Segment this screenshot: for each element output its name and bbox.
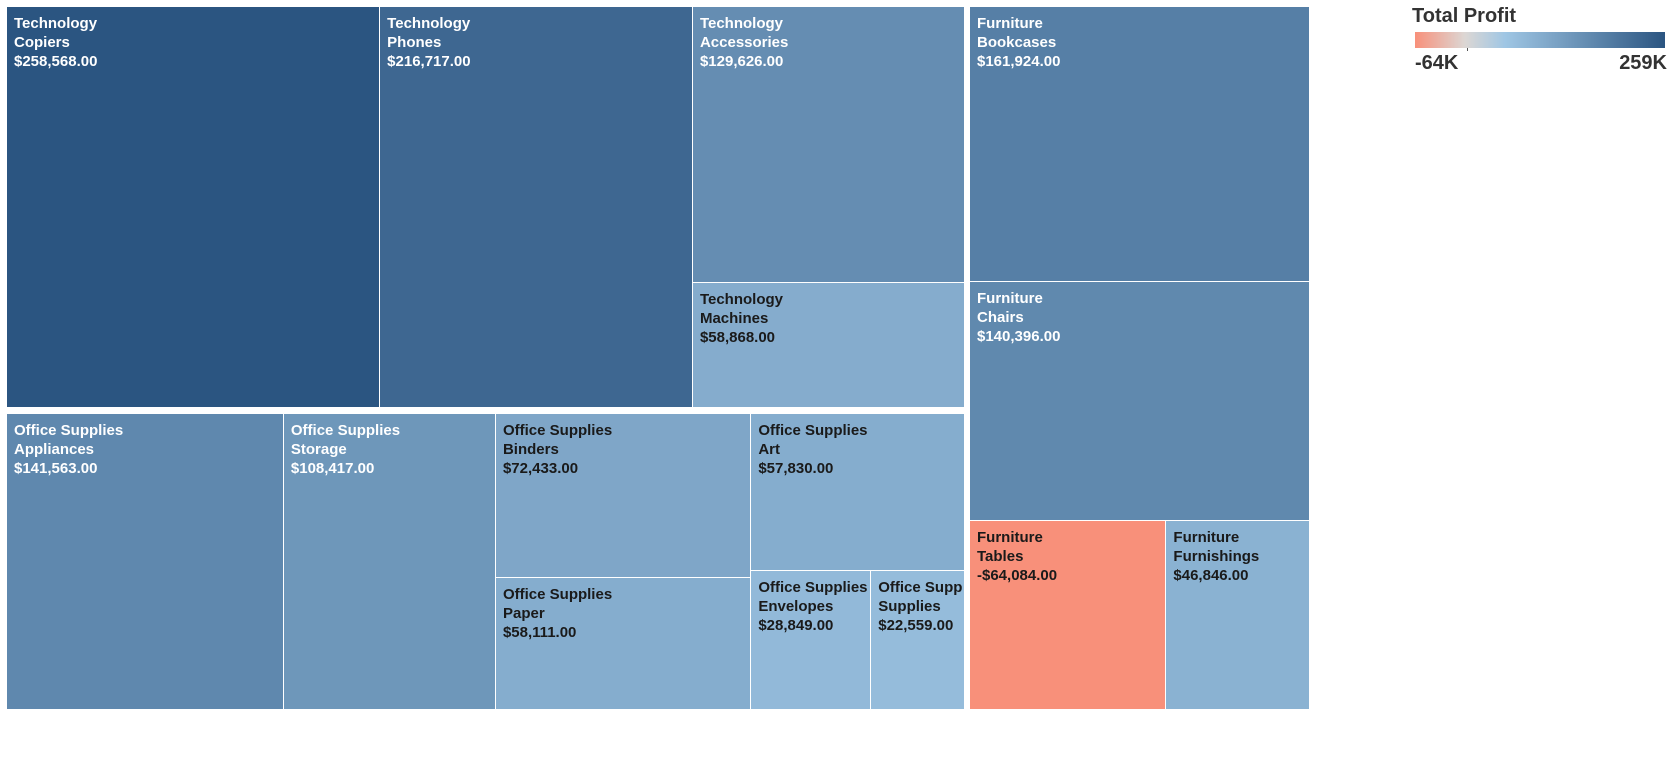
tile-value: $129,626.00: [699, 53, 784, 70]
tile-value: $22,559.00: [878, 616, 954, 634]
tile-value: $141,563.00: [14, 460, 98, 477]
tile-value: $161,924.00: [977, 53, 1061, 70]
legend-max-label: 259K: [1619, 52, 1667, 74]
treemap-tile-phones[interactable]: Technology Phones $216,717.00: [380, 7, 693, 408]
tile-category: Technology: [387, 15, 471, 32]
tile-value: $57,830.00: [758, 460, 834, 477]
tile-value: -$64,084.00: [977, 567, 1058, 585]
tile-subcategory: Chairs: [977, 309, 1024, 327]
tile-value: $46,846.00: [1173, 567, 1249, 585]
tile-category: Office Supplies: [758, 422, 868, 439]
treemap-tile-storage[interactable]: Office Supplies Storage $108,417.00: [283, 414, 496, 710]
legend-gradient-bar: [1415, 32, 1665, 48]
tile-label: Office Supplies Binders $72,433.00: [503, 421, 748, 478]
tile-subcategory: Phones: [387, 34, 442, 51]
tile-category: Technology: [699, 15, 784, 32]
tile-label: Office Supplies Paper $58,111.00: [503, 585, 748, 642]
tile-category: Furniture: [977, 290, 1043, 308]
tile-label: Furniture Chairs $140,396.00: [977, 289, 1307, 346]
treemap-tile-copiers[interactable]: Technology Copiers $258,568.00: [7, 7, 381, 408]
tile-category: Furniture: [977, 529, 1043, 547]
legend-zero-tick: [1467, 48, 1468, 51]
tile-value: $140,396.00: [977, 328, 1061, 346]
tile-value: $28,849.00: [758, 616, 834, 634]
tile-label: Office Supplies Art $57,830.00: [758, 421, 962, 478]
tile-label: Technology Copiers $258,568.00: [14, 14, 377, 71]
tile-label: Office Supplies Storage $108,417.00: [291, 421, 493, 478]
treemap-tile-supplies[interactable]: Office SuppliesSupplies$22,559.00: [871, 570, 965, 710]
color-legend: Total Profit -64K 259K: [1412, 4, 1667, 74]
tile-value: $58,868.00: [699, 328, 776, 346]
treemap-tile-paper[interactable]: Office Supplies Paper $58,111.00: [495, 578, 752, 710]
tile-value: $216,717.00: [387, 53, 471, 70]
tile-label: Technology Accessories $129,626.00: [700, 14, 962, 71]
tile-category: Furniture: [977, 15, 1043, 32]
treemap-tile-appliances[interactable]: Office Supplies Appliances $141,563.00: [7, 414, 284, 710]
tile-category: Office Supplies: [502, 422, 613, 439]
tile-label: Office Supplies Envelopes $28,849.00: [758, 578, 868, 635]
tile-category: Furniture: [1173, 529, 1240, 547]
tile-value: $72,433.00: [502, 460, 579, 477]
tile-category: Office Supplies: [758, 578, 868, 596]
treemap-tile-machines[interactable]: Technology Machines $58,868.00: [692, 282, 965, 408]
treemap-tile-binders[interactable]: Office Supplies Binders $72,433.00: [495, 414, 752, 579]
treemap-tile-chairs[interactable]: Furniture Chairs $140,396.00: [970, 282, 1310, 522]
treemap-tile-accessories[interactable]: Technology Accessories $129,626.00: [692, 7, 965, 283]
tile-category: Office Supplies: [14, 422, 124, 439]
tile-subcategory: Accessories: [699, 34, 789, 51]
legend-min-label: -64K: [1415, 52, 1459, 74]
tile-subcategory: Paper: [502, 605, 545, 623]
tile-label: Furniture Tables -$64,084.00: [977, 528, 1163, 585]
tile-subcategory: Storage: [290, 441, 347, 458]
tile-category: Office Supplies: [878, 578, 962, 596]
tile-category: Technology: [699, 290, 784, 308]
legend-title: Total Profit: [1412, 5, 1517, 27]
tile-subcategory: Envelopes: [758, 597, 834, 615]
tile-label: Furniture Bookcases $161,924.00: [977, 14, 1307, 71]
treemap-tile-envelopes[interactable]: Office Supplies Envelopes $28,849.00: [751, 570, 872, 710]
tile-label: Furniture Furnishings $46,846.00: [1173, 528, 1307, 585]
tile-subcategory: Tables: [977, 548, 1024, 566]
tile-category: Technology: [14, 15, 98, 32]
treemap-tile-bookcases[interactable]: Furniture Bookcases $161,924.00: [970, 7, 1310, 283]
tile-label: Technology Machines $58,868.00: [700, 290, 962, 347]
treemap-tile-tables[interactable]: Furniture Tables -$64,084.00: [970, 521, 1167, 710]
tile-label: Office Supplies Appliances $141,563.00: [14, 421, 281, 478]
tile-value: $58,111.00: [502, 624, 577, 642]
tile-value: $108,417.00: [290, 460, 375, 477]
tile-subcategory: Binders: [502, 441, 559, 458]
treemap-tile-art[interactable]: Office Supplies Art $57,830.00: [751, 414, 965, 571]
tile-category: Office Supplies: [502, 586, 613, 604]
tile-label: Technology Phones $216,717.00: [387, 14, 690, 71]
tile-subcategory: Supplies: [878, 597, 941, 615]
tile-subcategory: Machines: [699, 309, 769, 327]
tile-subcategory: Art: [758, 441, 780, 458]
treemap-tile-furnishings[interactable]: Furniture Furnishings $46,846.00: [1166, 521, 1310, 710]
tile-label: Office SuppliesSupplies$22,559.00: [878, 578, 962, 635]
tile-subcategory: Furnishings: [1173, 548, 1260, 566]
tile-subcategory: Copiers: [14, 34, 70, 51]
tile-subcategory: Bookcases: [977, 34, 1057, 51]
tile-category: Office Supplies: [290, 422, 401, 439]
tile-value: $258,568.00: [14, 53, 98, 70]
tile-subcategory: Appliances: [14, 441, 95, 458]
